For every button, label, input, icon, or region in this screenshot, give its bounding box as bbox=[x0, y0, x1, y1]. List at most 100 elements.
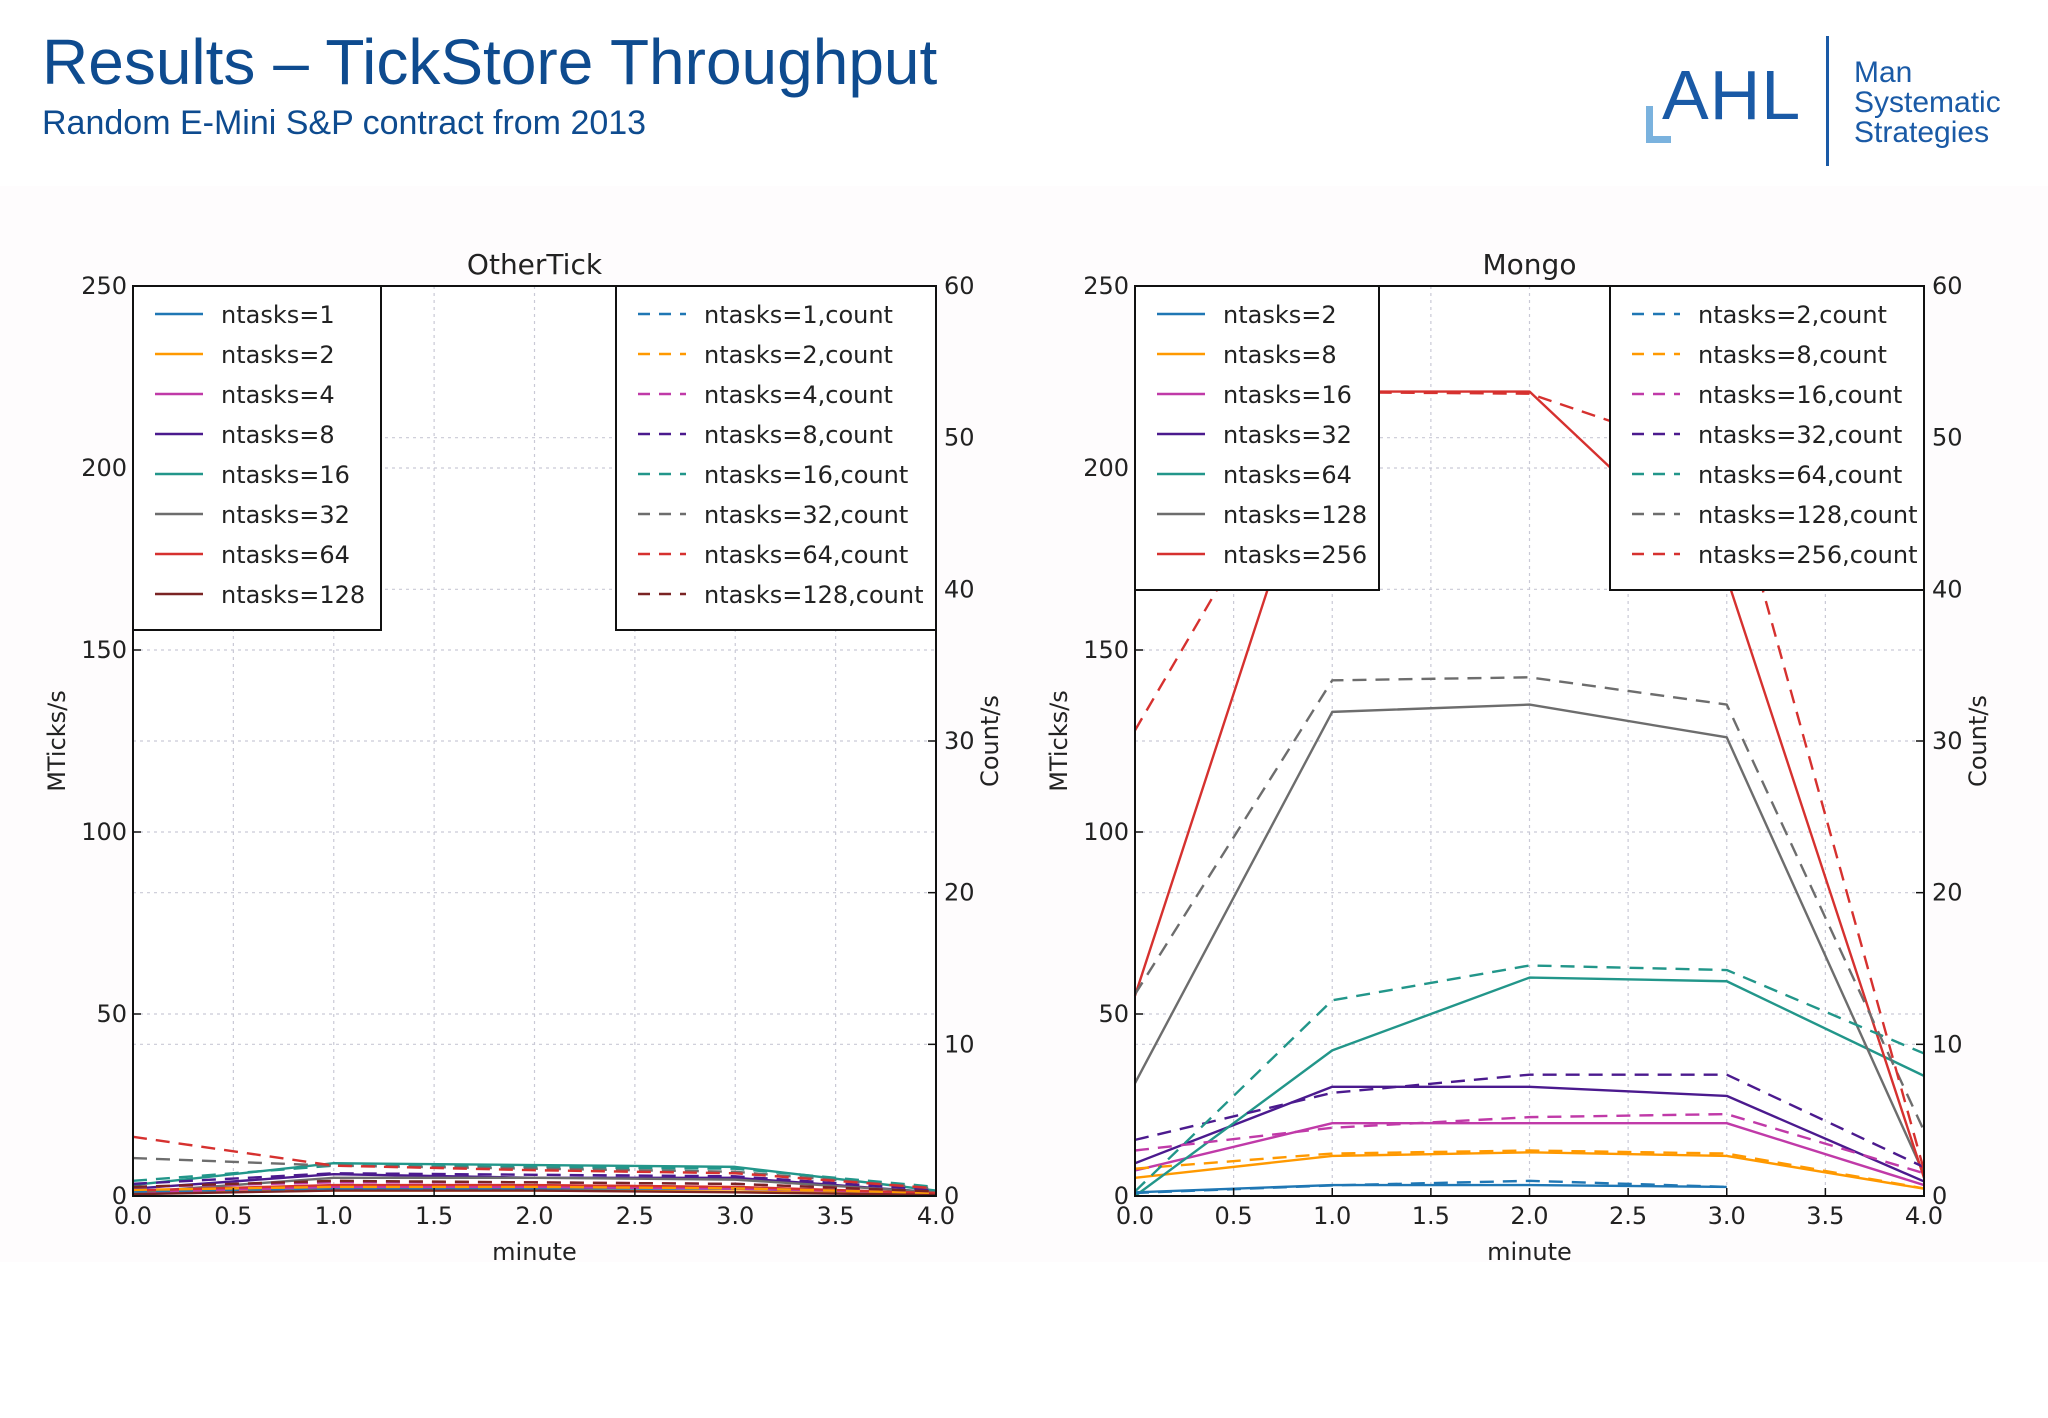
legend-label: ntasks=8,count bbox=[704, 421, 893, 449]
y2-tick-label: 30 bbox=[944, 727, 975, 755]
y2-tick-label: 20 bbox=[944, 879, 975, 907]
legend-label: ntasks=16 bbox=[221, 461, 350, 489]
legend-label: ntasks=4 bbox=[221, 381, 335, 409]
y-axis-label: MTicks/s bbox=[1045, 690, 1073, 791]
legend-box bbox=[615, 285, 937, 631]
legend-label: ntasks=1 bbox=[221, 301, 335, 329]
y-tick-label: 100 bbox=[81, 818, 127, 846]
legend-right: ntasks=1,count ntasks=2,count ntasks=4,cou… bbox=[615, 285, 937, 631]
legend-box bbox=[132, 285, 382, 631]
y-tick-label: 250 bbox=[81, 272, 127, 300]
logo-bracket-mark bbox=[1646, 106, 1671, 143]
x-tick-label: 3.5 bbox=[1806, 1202, 1844, 1230]
logo-text: Man Systematic Strategies bbox=[1854, 58, 2001, 148]
legend-right: ntasks=2,count ntasks=8,count ntasks=16,co… bbox=[1609, 285, 1925, 591]
count-series-line-ntasks-2-count bbox=[132, 1185, 937, 1195]
y-tick-label: 200 bbox=[81, 454, 127, 482]
chart-othertick: 0.0 0.5 1.0 1.5 2.0 2.5 3.0 3.5 4.00501001502002… bbox=[43, 248, 1004, 1266]
y2-tick-label: 0 bbox=[944, 1182, 959, 1210]
x-tick-label: 2.5 bbox=[1609, 1202, 1647, 1230]
x-tick-label: 3.5 bbox=[817, 1202, 855, 1230]
x-tick-label: 2.5 bbox=[616, 1202, 654, 1230]
legend-label: ntasks=1,count bbox=[704, 301, 893, 329]
y2-tick-label: 40 bbox=[1932, 575, 1963, 603]
legend-label: ntasks=32 bbox=[1223, 421, 1352, 449]
x-tick-label: 4.0 bbox=[917, 1202, 955, 1230]
legend-label: ntasks=128,count bbox=[1698, 501, 1918, 529]
chart-title: Mongo bbox=[1483, 248, 1577, 281]
legend-label: ntasks=2,count bbox=[704, 341, 893, 369]
y2-tick-label: 10 bbox=[1932, 1030, 1963, 1058]
legend-label: ntasks=256,count bbox=[1698, 541, 1918, 569]
legend-label: ntasks=128 bbox=[221, 581, 365, 609]
y-tick-label: 200 bbox=[1083, 454, 1129, 482]
legend-box bbox=[1134, 285, 1380, 591]
page-subtitle: Random E-Mini S&P contract from 2013 bbox=[42, 104, 647, 142]
legend-label: ntasks=2 bbox=[221, 341, 335, 369]
x-tick-label: 0.0 bbox=[114, 1202, 152, 1230]
x-tick-label: 1.0 bbox=[1313, 1202, 1351, 1230]
legend-label: ntasks=2,count bbox=[1698, 301, 1887, 329]
count-series-line-ntasks-32-count bbox=[1134, 1073, 1925, 1169]
count-series-line-ntasks-64-count bbox=[132, 1135, 937, 1190]
legend-left: ntasks=2 ntasks=8 ntasks=16 ntasks=32 ntasks… bbox=[1134, 285, 1380, 591]
x-tick-label: 2.0 bbox=[1510, 1202, 1548, 1230]
series-line-ntasks-16 bbox=[1134, 1121, 1925, 1187]
count-series-line-ntasks-128-count bbox=[132, 1179, 937, 1193]
y-axis-label: MTicks/s bbox=[43, 690, 71, 791]
logo-line-3: Strategies bbox=[1854, 116, 1990, 149]
legend-label: ntasks=8 bbox=[1223, 341, 1337, 369]
x-tick-label: 1.5 bbox=[1412, 1202, 1450, 1230]
x-tick-label: 4.0 bbox=[1905, 1202, 1943, 1230]
y2-tick-label: 40 bbox=[944, 575, 975, 603]
y2-tick-label: 60 bbox=[1932, 272, 1963, 300]
series-line-ntasks-32 bbox=[132, 1176, 937, 1194]
legend-label: ntasks=128 bbox=[1223, 501, 1367, 529]
series-line-ntasks-32 bbox=[1134, 1085, 1925, 1183]
legend-label: ntasks=4,count bbox=[704, 381, 893, 409]
chart-title: OtherTick bbox=[467, 248, 603, 281]
series-line-ntasks-64 bbox=[1134, 976, 1925, 1197]
y2-tick-label: 20 bbox=[1932, 879, 1963, 907]
count-series-line-ntasks-64-count bbox=[1134, 964, 1925, 1193]
y-tick-label: 250 bbox=[1083, 272, 1129, 300]
y2-tick-label: 10 bbox=[944, 1030, 975, 1058]
x-tick-label: 3.0 bbox=[1708, 1202, 1746, 1230]
y-tick-label: 50 bbox=[1098, 1000, 1129, 1028]
legend-label: ntasks=2 bbox=[1223, 301, 1337, 329]
count-series-line-ntasks-8-count bbox=[1134, 1149, 1925, 1190]
logo-line-1: Man bbox=[1854, 56, 1913, 89]
x-tick-label: 3.0 bbox=[716, 1202, 754, 1230]
y-tick-label: 0 bbox=[1114, 1182, 1129, 1210]
y2-tick-label: 50 bbox=[1932, 424, 1963, 452]
logo-line-2: Systematic bbox=[1854, 86, 2001, 119]
x-tick-label: 2.0 bbox=[515, 1202, 553, 1230]
legend-box bbox=[1609, 285, 1925, 591]
legend-label: ntasks=128,count bbox=[704, 581, 924, 609]
legend-label: ntasks=16,count bbox=[704, 461, 908, 489]
x-tick-label: 0.0 bbox=[1116, 1202, 1154, 1230]
series-line-ntasks-8 bbox=[1134, 1151, 1925, 1190]
y2-axis-label: Count/s bbox=[1964, 695, 1992, 787]
legend-label: ntasks=64,count bbox=[704, 541, 908, 569]
y2-axis-label: Count/s bbox=[976, 695, 1004, 787]
y2-tick-label: 60 bbox=[944, 272, 975, 300]
x-axis-label: minute bbox=[1487, 1238, 1572, 1266]
chart-mongo: 0.0 0.5 1.0 1.5 2.0 2.5 3.0 3.5 4.00501001502002… bbox=[1045, 248, 1992, 1266]
legend-label: ntasks=32,count bbox=[704, 501, 908, 529]
y-tick-label: 150 bbox=[81, 636, 127, 664]
legend-label: ntasks=16,count bbox=[1698, 381, 1902, 409]
legend-label: ntasks=8 bbox=[221, 421, 335, 449]
count-series-line-ntasks-16-count bbox=[1134, 1112, 1925, 1175]
legend-label: ntasks=64 bbox=[221, 541, 350, 569]
y2-tick-label: 50 bbox=[944, 424, 975, 452]
legend-label: ntasks=32,count bbox=[1698, 421, 1902, 449]
legend-left: ntasks=1 ntasks=2 ntasks=4 ntasks=8 ntasks=1… bbox=[132, 285, 382, 631]
x-tick-label: 1.0 bbox=[315, 1202, 353, 1230]
page-title: Results – TickStore Throughput bbox=[42, 26, 938, 98]
logo-divider bbox=[1826, 36, 1829, 166]
x-tick-label: 0.5 bbox=[214, 1202, 252, 1230]
ahl-logo: AHL Man Systematic Strategies bbox=[1640, 36, 2020, 170]
x-axis-label: minute bbox=[492, 1238, 577, 1266]
